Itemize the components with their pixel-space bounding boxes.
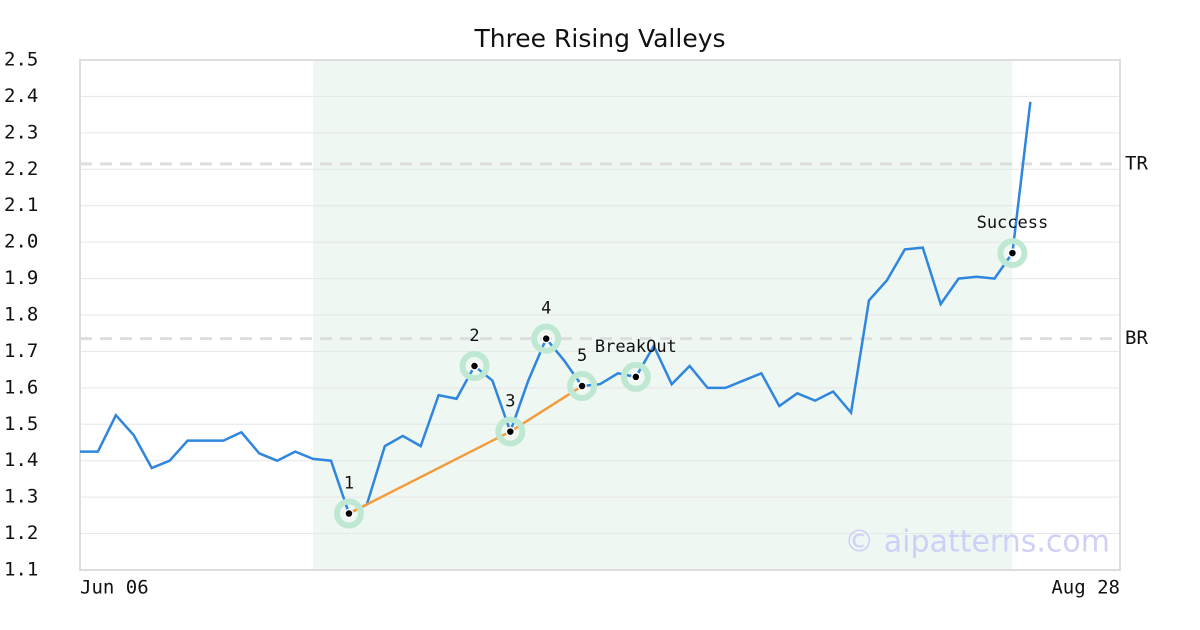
y-tick-label: 2.0 bbox=[4, 231, 38, 253]
point-label: 5 bbox=[577, 346, 587, 366]
y-tick-label: 1.3 bbox=[4, 486, 38, 508]
point-dot bbox=[505, 426, 516, 437]
y-tick-label: 1.5 bbox=[4, 413, 38, 435]
point-dot bbox=[469, 361, 480, 371]
point-halo bbox=[495, 416, 526, 447]
point-halo bbox=[459, 351, 490, 381]
x-tick-label: Aug 28 bbox=[1051, 577, 1120, 599]
point-label: 1 bbox=[344, 474, 354, 494]
y-tick-label: 1.1 bbox=[4, 559, 38, 581]
point-dot bbox=[344, 508, 354, 519]
reference-label: BR bbox=[1125, 327, 1148, 349]
y-tick-label: 1.7 bbox=[4, 340, 38, 362]
point-dot bbox=[631, 372, 641, 382]
point-halo bbox=[531, 323, 562, 354]
point-dot bbox=[1007, 248, 1018, 258]
point-label: 2 bbox=[469, 326, 479, 346]
y-tick-label: 1.2 bbox=[4, 522, 38, 544]
point-label: BreakOut bbox=[595, 337, 677, 357]
reference-label: TR bbox=[1125, 152, 1148, 174]
point-label: 3 bbox=[505, 392, 515, 412]
y-tick-label: 2.1 bbox=[4, 194, 38, 216]
chart-title: Three Rising Valleys bbox=[473, 24, 725, 53]
point-label: Success bbox=[977, 213, 1049, 233]
point-halo bbox=[997, 238, 1028, 269]
watermark: © aipatterns.com bbox=[844, 525, 1110, 560]
plot-frame bbox=[79, 59, 1121, 571]
y-tick-label: 2.5 bbox=[4, 49, 38, 71]
y-tick-label: 1.8 bbox=[4, 304, 38, 326]
point-halo bbox=[620, 361, 651, 392]
y-tick-label: 1.6 bbox=[4, 376, 38, 398]
point-dot bbox=[577, 381, 587, 391]
point-dot bbox=[541, 333, 551, 344]
point-halo bbox=[333, 498, 364, 529]
y-tick-label: 2.4 bbox=[4, 85, 38, 107]
point-label: 4 bbox=[541, 299, 551, 319]
y-tick-label: 1.9 bbox=[4, 267, 38, 289]
y-tick-label: 1.4 bbox=[4, 449, 38, 471]
y-tick-label: 2.3 bbox=[4, 121, 38, 143]
point-halo bbox=[567, 371, 598, 402]
x-tick-label: Jun 06 bbox=[80, 577, 149, 599]
y-tick-label: 2.2 bbox=[4, 158, 38, 180]
